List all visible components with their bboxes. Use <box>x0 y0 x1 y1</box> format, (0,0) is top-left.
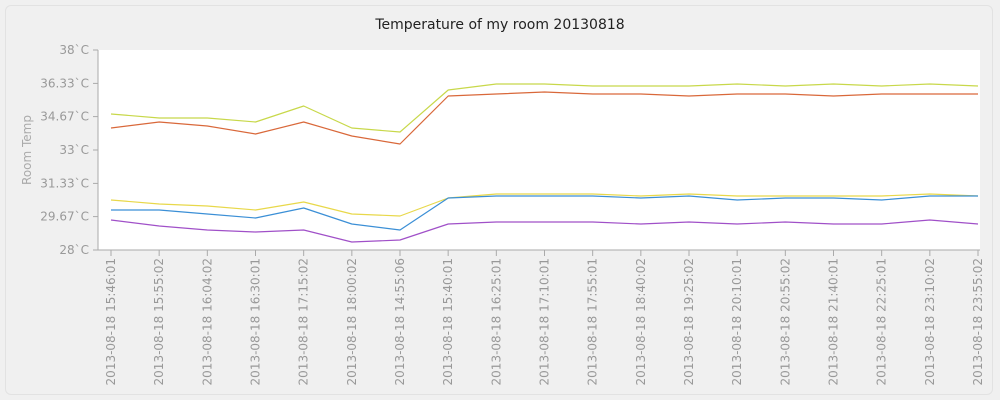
y-tick-label: 38`C <box>59 43 89 57</box>
x-tick-label: 2013-08-18 17:15:02 <box>297 258 311 385</box>
series-line-2 <box>110 91 978 145</box>
x-tick-label: 2013-08-18 21:40:01 <box>827 258 841 385</box>
x-tick-label: 2013-08-18 16:04:02 <box>200 258 214 385</box>
x-tick-label: 2013-08-18 15:46:01 <box>104 258 118 385</box>
chart-title: Temperature of my room 20130818 <box>375 17 625 33</box>
y-tick-label: 29.67`C <box>40 210 89 224</box>
x-tick-label: 2013-08-18 20:55:02 <box>778 258 792 385</box>
y-tick-label: 36.33`C <box>40 76 89 90</box>
x-tick-label: 2013-08-18 16:25:01 <box>489 258 503 385</box>
x-tick-label: 2013-08-18 17:10:01 <box>538 258 552 385</box>
y-tick-label: 28`C <box>59 243 89 257</box>
x-tick-label: 2013-08-18 20:10:01 <box>730 258 744 385</box>
series-line-1 <box>110 83 979 133</box>
series-line-4 <box>111 195 978 231</box>
y-tick-label: 34.67`C <box>40 110 89 124</box>
x-tick-label: 2013-08-18 23:55:02 <box>971 258 985 385</box>
y-tick-label: 33`C <box>59 143 89 157</box>
series-line-3 <box>110 193 979 217</box>
x-tick-label: 2013-08-18 18:40:02 <box>634 258 648 385</box>
x-tick-label: 2013-08-18 16:30:01 <box>249 258 263 385</box>
x-tick-label: 2013-08-18 17:55:01 <box>586 258 600 385</box>
x-tick-label: 2013-08-18 18:00:02 <box>345 258 359 385</box>
x-tick-label: 2013-08-18 14:55:06 <box>393 258 407 385</box>
plot-area <box>98 50 980 250</box>
series-line-5 <box>110 219 979 243</box>
x-tick-label: 2013-08-18 23:10:02 <box>923 258 937 385</box>
y-tick-label: 31.33`C <box>40 176 89 190</box>
x-tick-label: 2013-08-18 22:25:01 <box>875 258 889 385</box>
x-tick-label: 2013-08-18 15:40:01 <box>441 258 455 385</box>
x-tick-label: 2013-08-18 15:55:02 <box>152 258 166 385</box>
x-tick-label: 2013-08-18 19:25:02 <box>682 258 696 385</box>
y-axis-title: Room Temp <box>20 115 34 185</box>
